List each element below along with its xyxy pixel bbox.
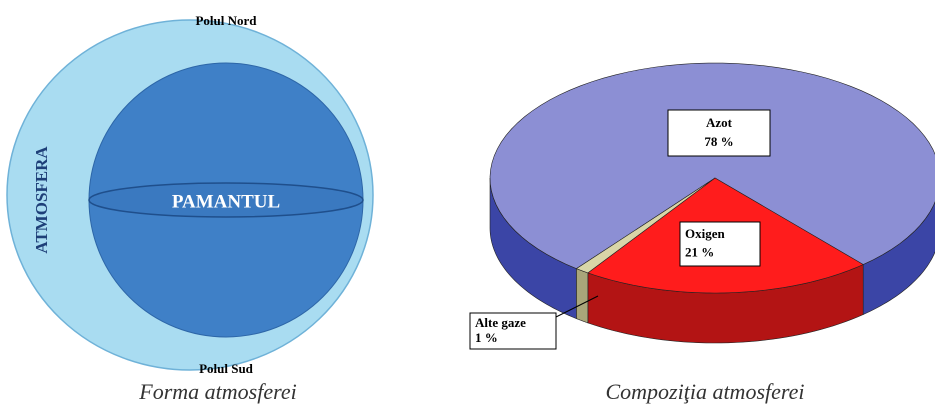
slice-label: Azot [706, 115, 733, 130]
slice-value: 1 % [475, 330, 498, 345]
label-box [469, 312, 557, 350]
atmosphere-label: ATMOSFERA [32, 146, 51, 254]
south-pole: Polul Sud [199, 361, 254, 376]
equator [88, 182, 364, 218]
leader-line [555, 295, 599, 318]
slice-value: 21 % [685, 245, 714, 260]
label-box [667, 109, 771, 157]
slice-label: Oxigen [685, 226, 725, 241]
label-box [679, 221, 761, 267]
slice-label: Alte gaze [475, 315, 526, 330]
slice-side [576, 268, 589, 324]
slice [575, 177, 716, 274]
slice [489, 62, 935, 269]
slice-value: 78 % [704, 134, 733, 149]
north-pole: Polul Nord [195, 13, 257, 28]
caption: Compoziţia atmosferei [605, 379, 804, 404]
caption: Forma atmosferei [138, 379, 296, 404]
earth-label: PAMANTUL [172, 191, 280, 212]
